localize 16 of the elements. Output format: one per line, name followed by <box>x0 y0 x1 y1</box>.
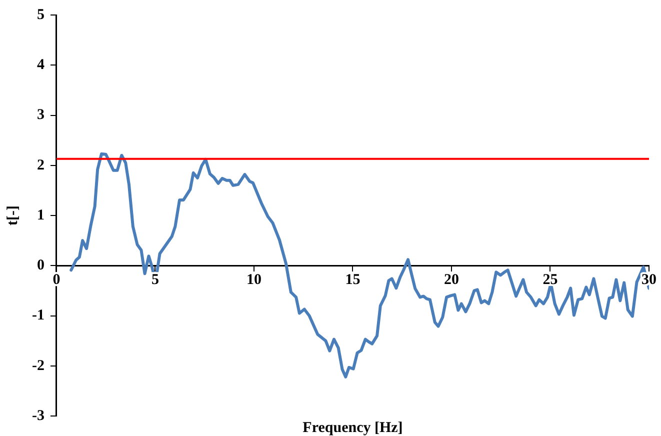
y-tick-label: -1 <box>32 308 44 324</box>
y-tick-label: 3 <box>36 107 44 124</box>
y-tick-label: 4 <box>36 57 45 73</box>
x-tick-label: 25 <box>542 272 558 288</box>
x-axis-title: Frequency [Hz] <box>302 420 403 436</box>
y-tick-label: 1 <box>36 207 44 224</box>
y-tick-label: 0 <box>36 258 44 274</box>
y-tick-label: -3 <box>32 408 44 424</box>
x-tick-label: 15 <box>345 272 360 288</box>
y-tick-label: -2 <box>32 358 44 374</box>
x-tick-label: 5 <box>151 272 159 288</box>
y-tick-label: 2 <box>36 157 44 174</box>
y-axis-title: t[-] <box>4 206 21 226</box>
x-tick-label: 10 <box>246 272 262 288</box>
x-tick-label: 20 <box>444 272 459 288</box>
y-tick-label: 5 <box>36 6 44 23</box>
